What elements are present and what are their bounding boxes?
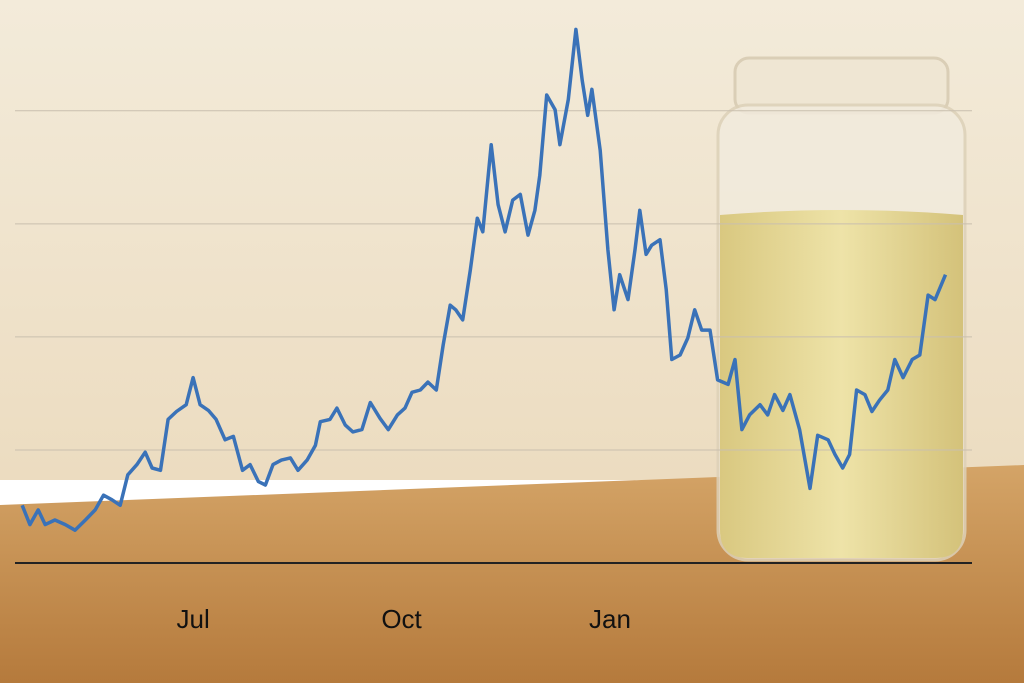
price-line <box>20 27 948 532</box>
x-tick-label: Jan <box>589 604 631 634</box>
x-axis: Jul Oct Jan <box>177 604 631 634</box>
x-tick-label: Jul <box>177 604 210 634</box>
x-tick-label: Oct <box>381 604 422 634</box>
grid <box>15 110 972 564</box>
jar <box>716 56 967 562</box>
